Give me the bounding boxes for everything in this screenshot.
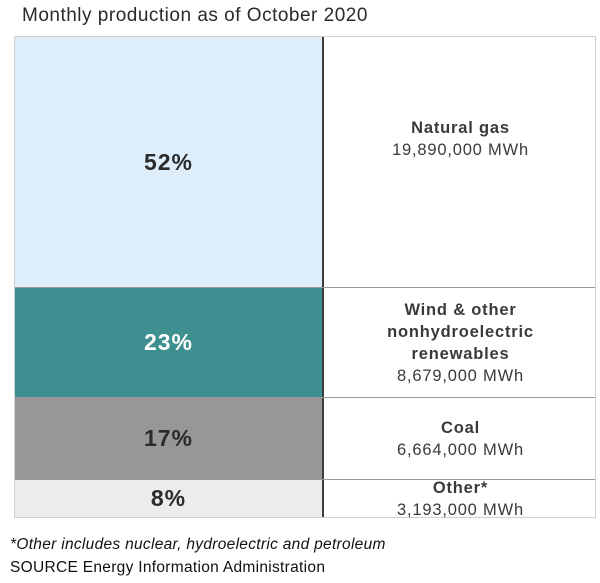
category-label: Coal <box>441 418 480 437</box>
percent-label: 17% <box>143 425 194 451</box>
mwh-label: 19,890,000 MWh <box>392 141 529 159</box>
percent-label: 8% <box>150 485 187 511</box>
bar-other: 8% <box>15 480 324 517</box>
info-other: Other* 3,193,000 MWh <box>326 478 595 519</box>
percent-label: 52% <box>143 148 194 175</box>
mwh-label: 3,193,000 MWh <box>397 500 524 519</box>
mwh-label: 8,679,000 MWh <box>397 366 524 385</box>
chart-title: Monthly production as of October 2020 <box>22 5 368 26</box>
mwh-label: 6,664,000 MWh <box>397 440 524 459</box>
info-natural-gas: Natural gas 19,890,000 MWh <box>326 37 595 287</box>
segment-coal: 17% Coal 6,664,000 MWh <box>15 397 595 479</box>
footnote: *Other includes nuclear, hydroelectric a… <box>10 536 386 553</box>
info-wind-renewables: Wind & other nonhydroelectric renewables… <box>326 288 595 397</box>
stacked-share-chart: 52% Natural gas 19,890,000 MWh 23% Wind & ot… <box>14 36 596 519</box>
bar-coal: 17% <box>15 398 324 479</box>
bar-wind-renewables: 23% <box>15 288 324 397</box>
segment-other: 8% Other* 3,193,000 MWh <box>15 478 595 519</box>
percent-label: 23% <box>143 329 194 355</box>
category-label: Wind & other nonhydroelectric renewables <box>387 300 534 363</box>
info-coal: Coal 6,664,000 MWh <box>326 398 595 479</box>
bar-natural-gas: 52% <box>15 37 324 287</box>
category-label: Other* <box>432 478 489 497</box>
source-note: SOURCE Energy Information Administration <box>10 559 326 576</box>
category-label: Natural gas <box>411 119 510 137</box>
segment-wind-renewables: 23% Wind & other nonhydroelectric renewab… <box>15 287 595 397</box>
segment-natural-gas: 52% Natural gas 19,890,000 MWh <box>15 37 595 287</box>
